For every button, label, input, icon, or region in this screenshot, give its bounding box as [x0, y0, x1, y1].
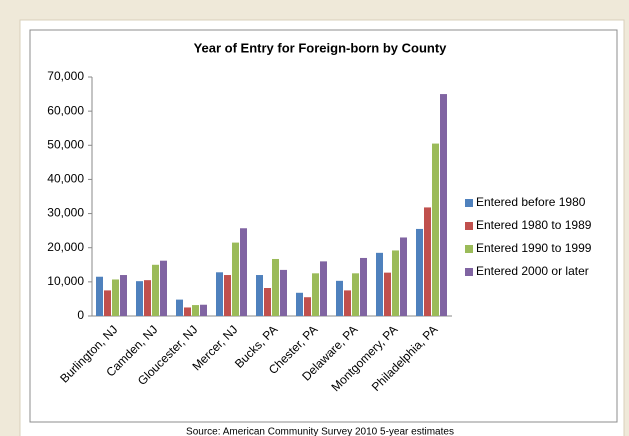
- source: Source: American Community Survey 2010 5…: [186, 427, 454, 436]
- y-tick-label: 70,000: [47, 69, 84, 83]
- bar: [96, 276, 103, 316]
- bar: [160, 260, 167, 316]
- bar: [424, 207, 431, 316]
- legend-label: Entered before 1980: [476, 195, 586, 209]
- bar: [432, 143, 439, 316]
- legend-label: Entered 1980 to 1989: [476, 218, 592, 232]
- bar: [416, 228, 423, 316]
- legend-swatch: [465, 199, 473, 207]
- bar: [232, 242, 239, 316]
- chart-frame: [29, 29, 618, 423]
- bar: [224, 275, 231, 316]
- bar: [352, 273, 359, 316]
- y-tick-label: 30,000: [47, 206, 84, 220]
- bar: [240, 228, 247, 316]
- bar: [344, 290, 351, 316]
- bar: [264, 288, 271, 316]
- bar: [376, 252, 383, 316]
- bar: [384, 272, 391, 316]
- legend-label: Entered 1990 to 1999: [476, 241, 592, 255]
- bar: [192, 305, 199, 316]
- bar: [312, 273, 319, 316]
- bar: [112, 279, 119, 316]
- bar: [320, 261, 327, 316]
- bar: [296, 292, 303, 316]
- bar: [120, 275, 127, 316]
- bar: [400, 237, 407, 316]
- bar: [392, 250, 399, 316]
- legend-swatch: [465, 268, 473, 276]
- bar: [152, 264, 159, 316]
- y-tick-label: 0: [77, 308, 84, 322]
- legend-swatch: [465, 245, 473, 253]
- bar: [304, 297, 311, 316]
- bar: [280, 269, 287, 316]
- legend-swatch: [465, 222, 473, 230]
- chart-title: Year of Entry for Foreign-born by County: [194, 40, 448, 55]
- bar: [336, 280, 343, 316]
- y-tick-label: 50,000: [47, 137, 84, 151]
- legend-label: Entered 2000 or later: [476, 264, 589, 278]
- y-tick-label: 20,000: [47, 240, 84, 254]
- y-tick-label: 10,000: [47, 274, 84, 288]
- bar: [136, 281, 143, 316]
- bar: [216, 272, 223, 316]
- bar: [360, 257, 367, 316]
- bar: [144, 280, 151, 316]
- bar: [272, 258, 279, 316]
- y-tick-label: 40,000: [47, 172, 84, 186]
- bar: [184, 307, 191, 316]
- bar: [176, 299, 183, 316]
- bar: [256, 275, 263, 316]
- y-tick-label: 60,000: [47, 103, 84, 117]
- bar: [104, 290, 111, 316]
- bar: [440, 94, 447, 316]
- bar: [200, 304, 207, 316]
